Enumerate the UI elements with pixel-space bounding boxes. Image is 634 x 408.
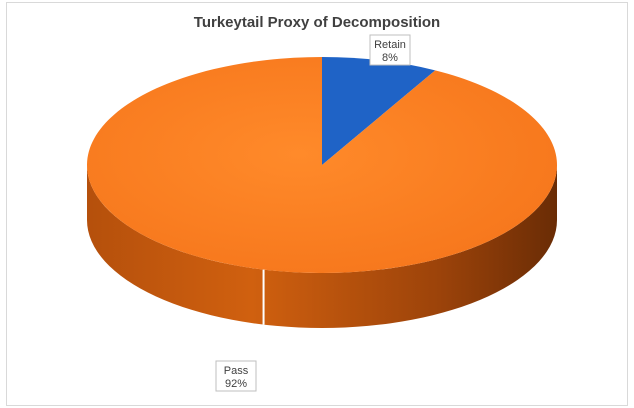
slice-pass xyxy=(87,56,557,273)
data-label-value: 8% xyxy=(382,52,398,64)
data-label-box xyxy=(215,360,257,392)
data-label-category: Retain xyxy=(374,39,406,51)
slice-side-pass xyxy=(87,165,557,328)
data-label-box xyxy=(369,34,411,66)
slice-retain xyxy=(322,57,436,165)
data-label-category: Pass xyxy=(224,365,249,377)
data-label-value: 92% xyxy=(225,378,247,390)
chart-title: Turkeytail Proxy of Decomposition xyxy=(194,14,440,31)
